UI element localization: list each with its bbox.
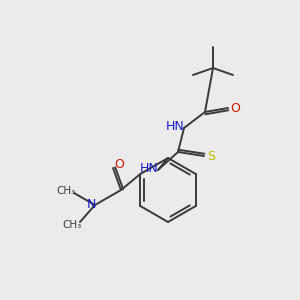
Text: S: S bbox=[207, 149, 215, 163]
Text: CH₃: CH₃ bbox=[56, 186, 76, 196]
Text: N: N bbox=[86, 199, 96, 212]
Text: O: O bbox=[230, 101, 240, 115]
Text: CH₃: CH₃ bbox=[62, 220, 82, 230]
Text: HN: HN bbox=[166, 119, 184, 133]
Text: O: O bbox=[114, 158, 124, 172]
Text: HN: HN bbox=[140, 161, 158, 175]
